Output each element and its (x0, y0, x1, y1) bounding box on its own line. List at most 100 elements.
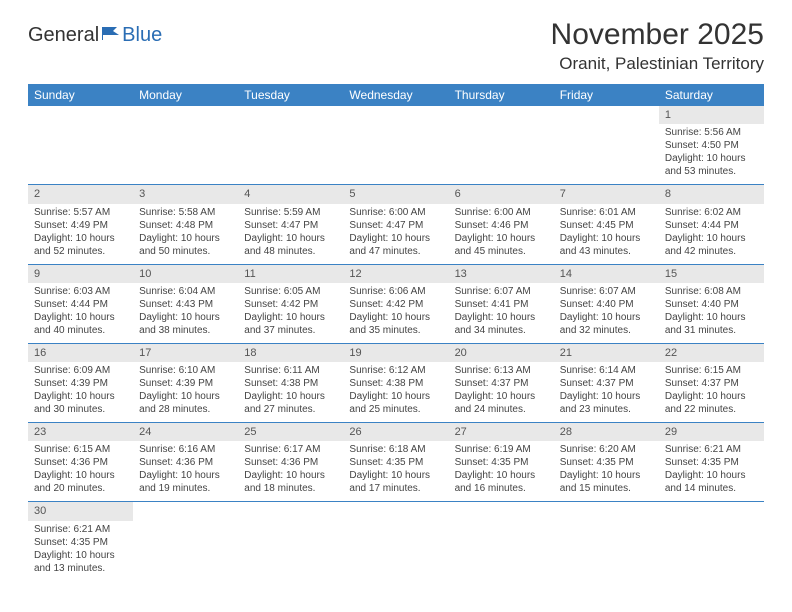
daynum-row: 9101112131415 (28, 264, 764, 283)
daynum-row: 1 (28, 106, 764, 124)
day-data-cell: Sunrise: 6:21 AMSunset: 4:35 PMDaylight:… (659, 441, 764, 502)
day-number-cell: 5 (343, 185, 448, 204)
day-data-cell: Sunrise: 6:00 AMSunset: 4:46 PMDaylight:… (449, 204, 554, 265)
day-data-cell: Sunrise: 6:03 AMSunset: 4:44 PMDaylight:… (28, 283, 133, 344)
daylight-text: Daylight: 10 hours and 31 minutes. (665, 311, 758, 337)
day-data-cell (238, 124, 343, 185)
daynum-row: 16171819202122 (28, 343, 764, 362)
sunrise-text: Sunrise: 5:58 AM (139, 206, 232, 219)
day-data-cell: Sunrise: 5:58 AMSunset: 4:48 PMDaylight:… (133, 204, 238, 265)
sunset-text: Sunset: 4:47 PM (349, 219, 442, 232)
day-number-cell: 12 (343, 264, 448, 283)
day-data-cell: Sunrise: 6:04 AMSunset: 4:43 PMDaylight:… (133, 283, 238, 344)
day-header: Monday (133, 84, 238, 106)
data-row: Sunrise: 6:03 AMSunset: 4:44 PMDaylight:… (28, 283, 764, 344)
daylight-text: Daylight: 10 hours and 45 minutes. (455, 232, 548, 258)
day-number-cell: 24 (133, 423, 238, 442)
sunset-text: Sunset: 4:44 PM (34, 298, 127, 311)
day-number-cell (449, 106, 554, 124)
daylight-text: Daylight: 10 hours and 50 minutes. (139, 232, 232, 258)
day-number-cell: 11 (238, 264, 343, 283)
day-data-cell (554, 124, 659, 185)
sunset-text: Sunset: 4:46 PM (455, 219, 548, 232)
day-number-cell: 16 (28, 343, 133, 362)
day-data-cell: Sunrise: 6:05 AMSunset: 4:42 PMDaylight:… (238, 283, 343, 344)
day-data-cell (659, 521, 764, 581)
daylight-text: Daylight: 10 hours and 42 minutes. (665, 232, 758, 258)
day-number-cell: 22 (659, 343, 764, 362)
daynum-row: 23242526272829 (28, 423, 764, 442)
sunrise-text: Sunrise: 6:16 AM (139, 443, 232, 456)
day-number-cell: 6 (449, 185, 554, 204)
sunrise-text: Sunrise: 6:07 AM (560, 285, 653, 298)
daylight-text: Daylight: 10 hours and 15 minutes. (560, 469, 653, 495)
sunrise-text: Sunrise: 6:04 AM (139, 285, 232, 298)
day-data-cell: Sunrise: 6:09 AMSunset: 4:39 PMDaylight:… (28, 362, 133, 423)
day-number-cell: 26 (343, 423, 448, 442)
day-data-cell: Sunrise: 6:20 AMSunset: 4:35 PMDaylight:… (554, 441, 659, 502)
daylight-text: Daylight: 10 hours and 48 minutes. (244, 232, 337, 258)
sunset-text: Sunset: 4:35 PM (665, 456, 758, 469)
day-data-cell: Sunrise: 6:17 AMSunset: 4:36 PMDaylight:… (238, 441, 343, 502)
data-row: Sunrise: 6:15 AMSunset: 4:36 PMDaylight:… (28, 441, 764, 502)
day-number-cell (343, 106, 448, 124)
sunset-text: Sunset: 4:35 PM (560, 456, 653, 469)
sunset-text: Sunset: 4:42 PM (244, 298, 337, 311)
daylight-text: Daylight: 10 hours and 25 minutes. (349, 390, 442, 416)
daylight-text: Daylight: 10 hours and 14 minutes. (665, 469, 758, 495)
day-data-cell: Sunrise: 6:16 AMSunset: 4:36 PMDaylight:… (133, 441, 238, 502)
day-data-cell: Sunrise: 6:12 AMSunset: 4:38 PMDaylight:… (343, 362, 448, 423)
daylight-text: Daylight: 10 hours and 22 minutes. (665, 390, 758, 416)
day-data-cell: Sunrise: 6:11 AMSunset: 4:38 PMDaylight:… (238, 362, 343, 423)
day-data-cell (133, 124, 238, 185)
sunset-text: Sunset: 4:38 PM (244, 377, 337, 390)
daylight-text: Daylight: 10 hours and 37 minutes. (244, 311, 337, 337)
sunrise-text: Sunrise: 6:00 AM (455, 206, 548, 219)
daylight-text: Daylight: 10 hours and 40 minutes. (34, 311, 127, 337)
logo-text-blue: Blue (122, 24, 162, 47)
sunrise-text: Sunrise: 6:08 AM (665, 285, 758, 298)
day-data-cell: Sunrise: 6:01 AMSunset: 4:45 PMDaylight:… (554, 204, 659, 265)
day-number-cell (133, 502, 238, 521)
sunset-text: Sunset: 4:40 PM (560, 298, 653, 311)
day-data-cell: Sunrise: 6:07 AMSunset: 4:40 PMDaylight:… (554, 283, 659, 344)
sunset-text: Sunset: 4:36 PM (34, 456, 127, 469)
day-number-cell (659, 502, 764, 521)
sunrise-text: Sunrise: 6:06 AM (349, 285, 442, 298)
sunset-text: Sunset: 4:42 PM (349, 298, 442, 311)
sunset-text: Sunset: 4:35 PM (349, 456, 442, 469)
day-number-cell: 18 (238, 343, 343, 362)
sunrise-text: Sunrise: 5:57 AM (34, 206, 127, 219)
sunrise-text: Sunrise: 6:02 AM (665, 206, 758, 219)
day-number-cell (238, 502, 343, 521)
sunrise-text: Sunrise: 6:07 AM (455, 285, 548, 298)
day-data-cell (343, 521, 448, 581)
day-data-cell: Sunrise: 6:08 AMSunset: 4:40 PMDaylight:… (659, 283, 764, 344)
daylight-text: Daylight: 10 hours and 17 minutes. (349, 469, 442, 495)
sunrise-text: Sunrise: 6:03 AM (34, 285, 127, 298)
day-header-row: SundayMondayTuesdayWednesdayThursdayFrid… (28, 84, 764, 106)
day-number-cell (343, 502, 448, 521)
sunset-text: Sunset: 4:40 PM (665, 298, 758, 311)
daylight-text: Daylight: 10 hours and 19 minutes. (139, 469, 232, 495)
sunset-text: Sunset: 4:39 PM (139, 377, 232, 390)
data-row: Sunrise: 5:57 AMSunset: 4:49 PM Daylight:… (28, 204, 764, 265)
sunset-text: Sunset: 4:38 PM (349, 377, 442, 390)
sunrise-text: Sunrise: 6:09 AM (34, 364, 127, 377)
header: General Blue November 2025 Oranit, Pales… (28, 18, 764, 74)
day-header: Saturday (659, 84, 764, 106)
daylight-text: Daylight: 10 hours and 13 minutes. (34, 549, 127, 575)
logo-text-general: General (28, 24, 99, 47)
data-row: Sunrise: 5:56 AMSunset: 4:50 PMDaylight:… (28, 124, 764, 185)
data-row: Sunrise: 6:21 AMSunset: 4:35 PMDaylight:… (28, 521, 764, 581)
sunset-text: Sunset: 4:47 PM (244, 219, 337, 232)
day-number-cell: 1 (659, 106, 764, 124)
day-data-cell: Sunrise: 6:00 AMSunset: 4:47 PMDaylight:… (343, 204, 448, 265)
daylight-text: Daylight: 10 hours and 32 minutes. (560, 311, 653, 337)
day-number-cell (554, 106, 659, 124)
day-number-cell (28, 106, 133, 124)
sunset-text: Sunset: 4:36 PM (244, 456, 337, 469)
sunset-text: Sunset: 4:49 PM (34, 219, 127, 232)
daynum-row: 30 (28, 502, 764, 521)
day-data-cell: Sunrise: 6:15 AMSunset: 4:37 PMDaylight:… (659, 362, 764, 423)
